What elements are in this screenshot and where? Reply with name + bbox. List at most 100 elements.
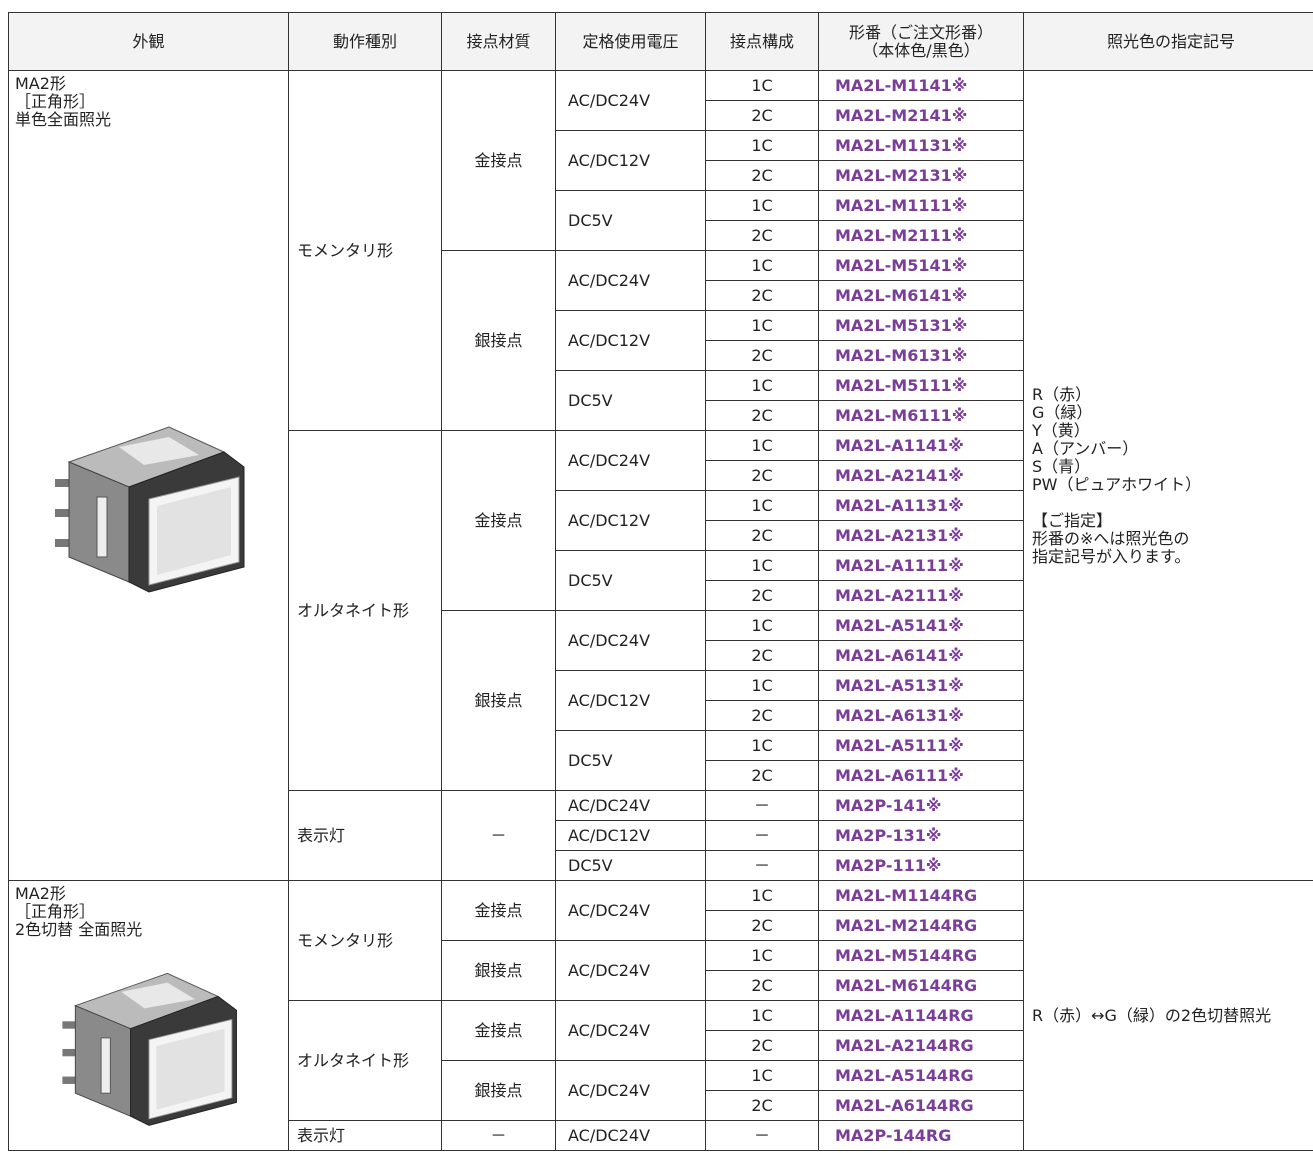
model-cell: MA2P-144RG	[818, 1120, 1024, 1151]
model-cell: MA2L-M2144RG	[818, 910, 1024, 941]
table-row: 2C MA2L-M6144RG	[9, 970, 1313, 1001]
color-spec-line: 指定記号が入ります。	[1032, 546, 1191, 566]
table-row: 2C MA2L-M6131※	[9, 340, 1313, 371]
table-row: 銀接点 AC/DC24V 1C MA2L-A5141※	[9, 610, 1313, 791]
voltage-cell: AC/DC12V	[555, 130, 706, 191]
voltage-cell: DC5V	[555, 550, 706, 611]
header-cell: 動作種別	[288, 12, 442, 71]
model-cell: MA2L-A2131※	[818, 520, 1024, 551]
color-spec-block: R（赤） G（緑） Y（黄） A（アンバー） S（青） PW（ピュアホワイト）	[1032, 384, 1313, 494]
table-body: MA2形 ［正角形］ 単色全面照光 モメンタリ形 金接点 AC/DC24V 1C MA2L-…	[8, 70, 1313, 1151]
contact-cell: 1C	[705, 490, 819, 521]
header-cell: 照光色の指定記号	[1023, 12, 1313, 71]
contact-cell: －	[705, 850, 819, 881]
contact-cell: 1C	[705, 370, 819, 401]
model-cell: MA2L-A2141※	[818, 460, 1024, 491]
model-cell: MA2L-M5111※	[818, 370, 1024, 401]
model-cell: MA2L-A6111※	[818, 760, 1024, 791]
table-row: DC5V 1C MA2L-M1111※	[9, 190, 1313, 251]
table-row: AC/DC12V － MA2P-131※	[9, 820, 1313, 851]
contact-cell: 1C	[705, 190, 819, 221]
appearance-text: MA2形 ［正角形］ 単色全面照光	[15, 75, 282, 129]
contact-cell: 1C	[705, 430, 819, 461]
header-cell: 接点構成	[705, 12, 819, 71]
type-cell: オルタネイト形	[288, 430, 442, 791]
voltage-cell: AC/DC12V	[555, 820, 706, 851]
color-spec-line: 【ご指定】	[1032, 510, 1113, 530]
model-cell: MA2L-M1111※	[818, 190, 1024, 221]
voltage-cell: AC/DC24V	[555, 880, 706, 941]
appearance-text: MA2形 ［正角形］ 2色切替 全面照光	[15, 885, 282, 939]
voltage-cell: AC/DC24V	[555, 940, 706, 1001]
color-spec-line: R（赤）	[1032, 384, 1092, 404]
appearance-cell: MA2形 ［正角形］ 2色切替 全面照光	[8, 880, 289, 1151]
contact-cell: 1C	[705, 670, 819, 701]
contact-cell: 1C	[705, 130, 819, 161]
voltage-cell: AC/DC24V	[555, 430, 706, 491]
contact-cell: 1C	[705, 1000, 819, 1031]
color-spec-line: A（アンバー）	[1032, 438, 1139, 458]
contact-cell: 2C	[705, 640, 819, 671]
voltage-cell: AC/DC12V	[555, 670, 706, 731]
table-row: 2C MA2L-M2141※	[9, 100, 1313, 131]
appearance-line: MA2形	[15, 884, 66, 903]
appearance-line: ［正角形］	[15, 92, 96, 111]
model-cell: MA2L-A6144RG	[818, 1090, 1024, 1121]
table-row: AC/DC12V 1C MA2L-A1131※	[9, 490, 1313, 551]
voltage-cell: AC/DC24V	[555, 250, 706, 311]
material-cell: －	[441, 1120, 556, 1151]
contact-cell: 2C	[705, 580, 819, 611]
voltage-cell: AC/DC24V	[555, 1120, 706, 1151]
model-cell: MA2L-A5131※	[818, 670, 1024, 701]
table-row: DC5V 1C MA2L-M5111※	[9, 370, 1313, 431]
model-cell: MA2L-A1111※	[818, 550, 1024, 581]
model-cell: MA2L-A1144RG	[818, 1000, 1024, 1031]
table-row: AC/DC12V 1C MA2L-M1131※	[9, 130, 1313, 191]
model-cell: MA2P-141※	[818, 790, 1024, 821]
model-cell: MA2P-111※	[818, 850, 1024, 881]
product-image	[61, 972, 237, 1126]
contact-cell: 2C	[705, 520, 819, 551]
model-cell: MA2L-M2131※	[818, 160, 1024, 191]
type-cell: 表示灯	[288, 1120, 442, 1151]
model-cell: MA2L-A6141※	[818, 640, 1024, 671]
header-line: 形番（ご注文形番）	[848, 22, 993, 42]
table-row: オルタネイト形 金接点 AC/DC24V 1C MA2L-A1144RG	[9, 1000, 1313, 1121]
contact-cell: －	[705, 1120, 819, 1151]
contact-cell: 1C	[705, 250, 819, 281]
model-cell: MA2L-M6144RG	[818, 970, 1024, 1001]
voltage-cell: AC/DC24V	[555, 70, 706, 131]
voltage-cell: AC/DC12V	[555, 310, 706, 371]
table-row: 銀接点 AC/DC24V 1C MA2L-M5144RG	[9, 940, 1313, 1001]
spec-table: 外観 動作種別 接点材質 定格使用電圧 接点構成 形番（ご注文形番） （本体色/黒色） 照光色…	[8, 12, 1313, 1151]
model-cell: MA2L-A1141※	[818, 430, 1024, 461]
contact-cell: －	[705, 820, 819, 851]
contact-cell: 2C	[705, 970, 819, 1001]
contact-cell: 1C	[705, 310, 819, 341]
voltage-cell: AC/DC24V	[555, 1060, 706, 1121]
contact-cell: 2C	[705, 220, 819, 251]
material-cell: 銀接点	[441, 250, 556, 431]
material-cell: 銀接点	[441, 940, 556, 1001]
voltage-cell: AC/DC24V	[555, 790, 706, 821]
voltage-cell: DC5V	[555, 190, 706, 251]
table-wrap: 外観 動作種別 接点材質 定格使用電圧 接点構成 形番（ご注文形番） （本体色/黒色） 照光色…	[8, 12, 1313, 1151]
color-spec-line: PW（ピュアホワイト）	[1032, 474, 1202, 494]
model-cell: MA2L-A6131※	[818, 700, 1024, 731]
appearance-cell: MA2形 ［正角形］ 単色全面照光	[8, 70, 289, 881]
appearance-line: 2色切替 全面照光	[15, 920, 143, 939]
contact-cell: 2C	[705, 280, 819, 311]
table-row: MA2形 ［正角形］ 2色切替 全面照光 モメンタリ形 金接点 AC/DC24V 1C MA…	[8, 880, 1313, 1151]
type-cell: 表示灯	[288, 790, 442, 881]
model-cell: MA2P-131※	[818, 820, 1024, 851]
model-cell: MA2L-M5144RG	[818, 940, 1024, 971]
table-row: 2C MA2L-M2131※	[9, 160, 1313, 191]
model-cell: MA2L-M1141※	[818, 70, 1024, 101]
color-spec-line: R（赤）↔G（緑）の2色切替照光	[1032, 1005, 1272, 1025]
model-cell: MA2L-M6141※	[818, 280, 1024, 311]
model-cell: MA2L-M1131※	[818, 130, 1024, 161]
contact-cell: 2C	[705, 910, 819, 941]
table-row: DC5V 1C MA2L-A5111※	[9, 730, 1313, 791]
contact-cell: 2C	[705, 1090, 819, 1121]
color-spec-line: S（青）	[1032, 456, 1091, 476]
